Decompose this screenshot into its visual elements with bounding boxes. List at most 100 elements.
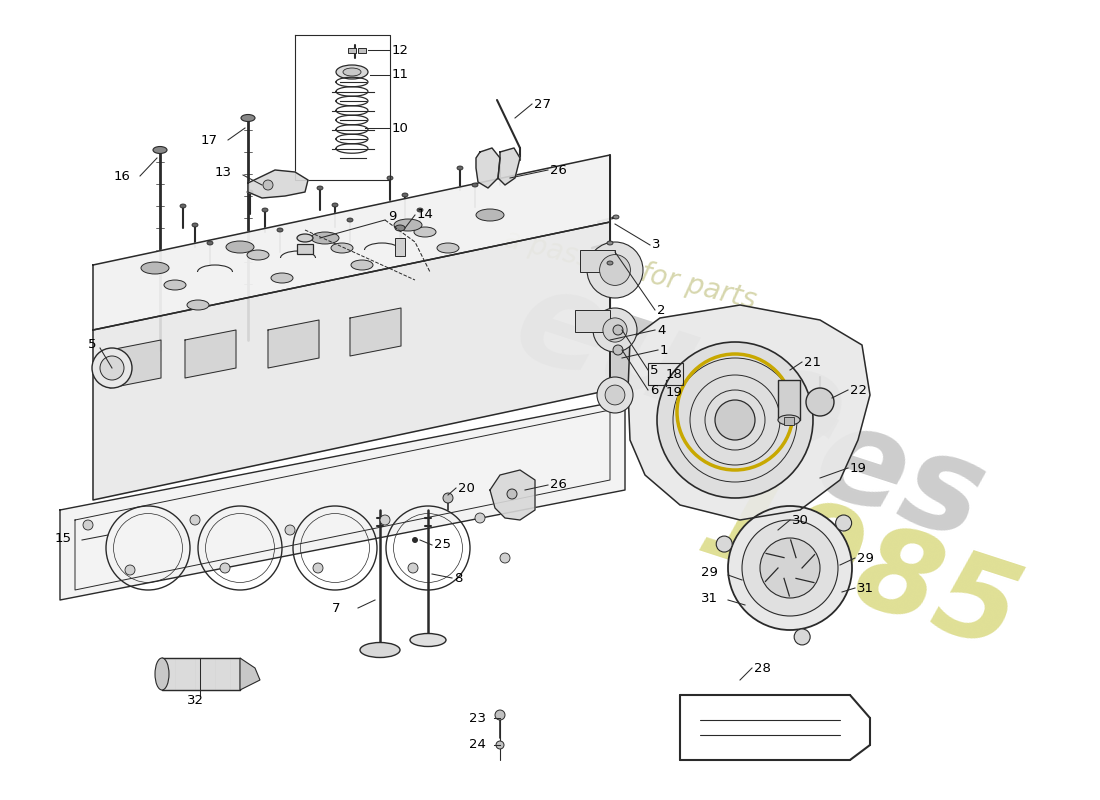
Polygon shape <box>94 155 610 330</box>
Text: 11: 11 <box>392 69 409 82</box>
Ellipse shape <box>410 634 446 646</box>
Bar <box>395 238 405 256</box>
Bar <box>297 244 313 254</box>
Text: 5: 5 <box>88 338 97 350</box>
Circle shape <box>443 493 453 503</box>
Text: 12: 12 <box>392 43 409 57</box>
Ellipse shape <box>414 227 436 237</box>
Ellipse shape <box>778 415 800 425</box>
Text: 6: 6 <box>650 383 659 397</box>
Bar <box>580 250 615 272</box>
Ellipse shape <box>155 658 169 690</box>
Polygon shape <box>628 305 870 520</box>
Ellipse shape <box>226 241 254 253</box>
Text: 25: 25 <box>434 538 451 551</box>
Text: 4: 4 <box>657 323 665 337</box>
Text: 21: 21 <box>804 355 821 369</box>
Circle shape <box>613 345 623 355</box>
Text: 24: 24 <box>469 738 486 751</box>
Circle shape <box>587 242 643 298</box>
Polygon shape <box>498 148 520 185</box>
Ellipse shape <box>332 203 338 207</box>
Circle shape <box>600 254 630 286</box>
Circle shape <box>100 356 124 380</box>
Circle shape <box>742 520 838 616</box>
Text: 26: 26 <box>550 163 566 177</box>
Text: 1: 1 <box>660 343 669 357</box>
Polygon shape <box>268 320 319 368</box>
Text: 29: 29 <box>701 566 718 578</box>
Ellipse shape <box>331 243 353 253</box>
Polygon shape <box>490 470 535 520</box>
Ellipse shape <box>607 241 613 245</box>
Circle shape <box>82 520 94 530</box>
Text: 30: 30 <box>792 514 808 526</box>
Circle shape <box>92 348 132 388</box>
Text: 22: 22 <box>850 383 867 397</box>
Ellipse shape <box>141 262 169 274</box>
Ellipse shape <box>262 208 268 212</box>
Circle shape <box>657 342 813 498</box>
Circle shape <box>806 388 834 416</box>
Ellipse shape <box>187 300 209 310</box>
Circle shape <box>603 318 627 342</box>
Ellipse shape <box>248 190 253 194</box>
Ellipse shape <box>297 234 313 242</box>
Circle shape <box>263 180 273 190</box>
Circle shape <box>475 513 485 523</box>
Ellipse shape <box>180 204 186 208</box>
Circle shape <box>496 741 504 749</box>
Ellipse shape <box>351 260 373 270</box>
Polygon shape <box>185 330 236 378</box>
Circle shape <box>597 377 632 413</box>
Ellipse shape <box>346 218 353 222</box>
Ellipse shape <box>153 146 167 154</box>
Bar <box>358 48 366 53</box>
Text: 20: 20 <box>458 482 475 494</box>
Bar <box>784 417 794 425</box>
Text: 23: 23 <box>469 711 486 725</box>
Ellipse shape <box>437 243 459 253</box>
Text: 31: 31 <box>857 582 874 594</box>
Ellipse shape <box>613 215 619 219</box>
Text: 5: 5 <box>650 363 659 377</box>
Ellipse shape <box>456 166 463 170</box>
Text: 28: 28 <box>754 662 771 674</box>
Ellipse shape <box>607 261 613 265</box>
Text: 26: 26 <box>550 478 566 491</box>
Ellipse shape <box>317 186 323 190</box>
Polygon shape <box>162 658 240 690</box>
Text: 1985: 1985 <box>686 465 1034 675</box>
Ellipse shape <box>360 642 400 658</box>
Ellipse shape <box>402 193 408 197</box>
Polygon shape <box>94 222 610 500</box>
Circle shape <box>728 506 852 630</box>
Ellipse shape <box>311 232 339 244</box>
Polygon shape <box>60 400 625 600</box>
Circle shape <box>715 400 755 440</box>
Polygon shape <box>248 170 308 198</box>
Ellipse shape <box>271 273 293 283</box>
Text: 17: 17 <box>201 134 218 146</box>
Circle shape <box>285 525 295 535</box>
Polygon shape <box>350 308 402 356</box>
Text: 27: 27 <box>534 98 551 110</box>
Bar <box>575 310 611 332</box>
Polygon shape <box>110 340 161 388</box>
Text: 13: 13 <box>214 166 232 178</box>
Bar <box>348 48 356 53</box>
Ellipse shape <box>395 225 405 231</box>
Text: 15: 15 <box>55 531 72 545</box>
Text: 8: 8 <box>454 571 462 585</box>
Circle shape <box>314 563 323 573</box>
Text: 10: 10 <box>392 122 409 134</box>
Circle shape <box>220 563 230 573</box>
Circle shape <box>190 515 200 525</box>
Circle shape <box>716 536 733 552</box>
Text: 32: 32 <box>187 694 204 706</box>
Text: 3: 3 <box>652 238 660 251</box>
Ellipse shape <box>417 208 424 212</box>
Circle shape <box>125 565 135 575</box>
Ellipse shape <box>394 219 422 231</box>
Polygon shape <box>476 148 501 188</box>
